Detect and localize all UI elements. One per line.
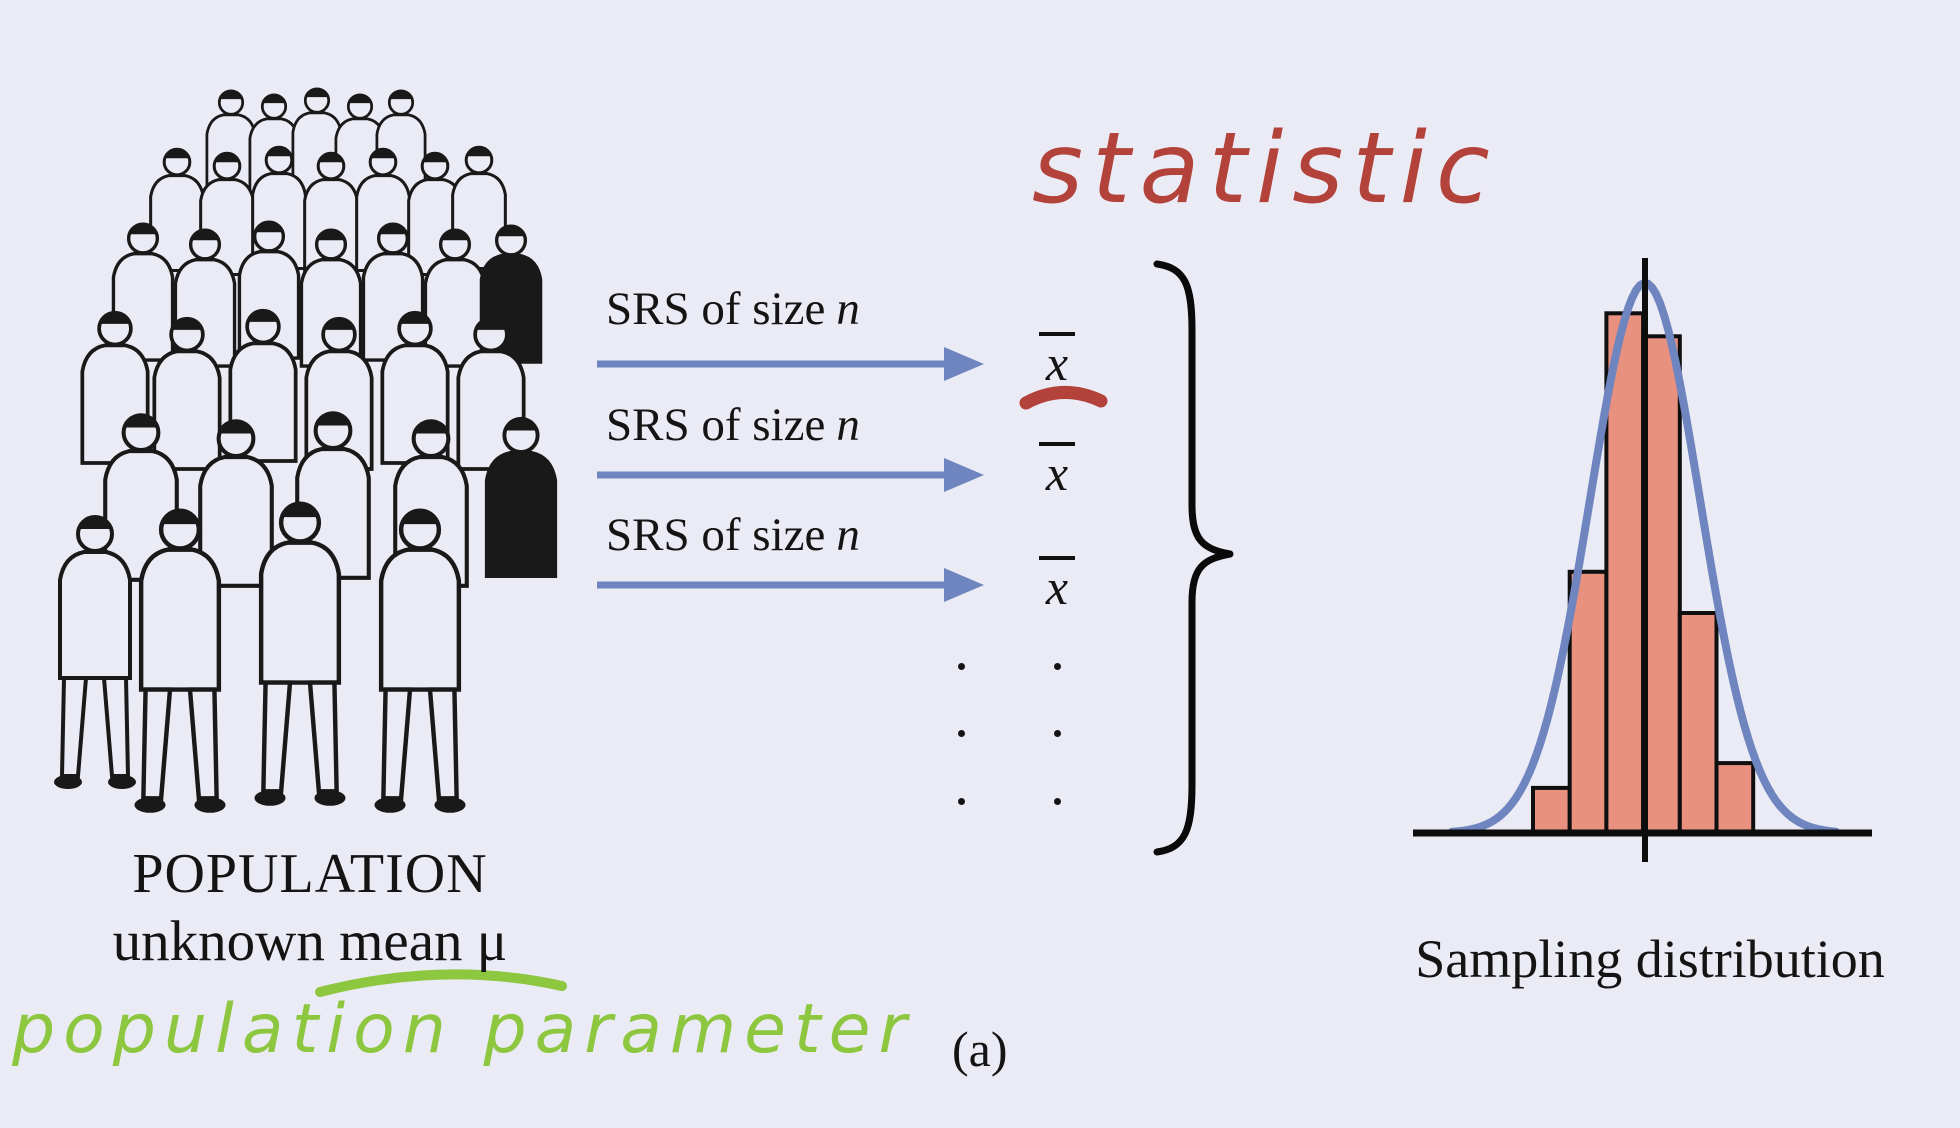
srs-arrow-1 xyxy=(597,347,984,381)
srs-n-variable: n xyxy=(836,283,860,335)
xbar-symbol: x xyxy=(1039,556,1075,612)
srs-arrow-2 xyxy=(597,458,984,492)
parameter-overline-arc xyxy=(315,969,567,997)
ellipsis-dot xyxy=(958,798,965,805)
sampling-distribution-label: Sampling distribution xyxy=(1415,929,1885,989)
ellipsis-dot xyxy=(958,663,965,670)
srs-arrow-3 xyxy=(597,568,984,602)
srs-label-1: SRS of size n xyxy=(606,286,986,333)
xbar-symbol: x xyxy=(1039,442,1075,498)
srs-label-3: SRS of size n xyxy=(606,512,986,559)
statistic-annotation: statistic xyxy=(1032,112,1499,226)
statistic-underline-arc xyxy=(1019,386,1108,410)
srs-label-text: SRS of size xyxy=(606,509,826,561)
srs-n-variable: n xyxy=(836,509,860,561)
population-parameter-annotation: population parameter xyxy=(12,990,915,1069)
histogram-bar xyxy=(1714,761,1756,835)
histogram-bar xyxy=(1677,611,1719,835)
subfigure-letter: (a) xyxy=(952,1021,1008,1077)
population-subtitle: unknown mean μ xyxy=(112,910,508,973)
ellipsis-dot xyxy=(958,730,965,737)
srs-n-variable: n xyxy=(836,399,860,451)
ellipsis-dot xyxy=(1054,730,1061,737)
grouping-brace xyxy=(1153,260,1234,856)
histogram-bar xyxy=(1567,569,1609,836)
srs-label-text: SRS of size xyxy=(606,283,826,335)
srs-label-2: SRS of size n xyxy=(606,402,986,449)
histogram-bar xyxy=(1641,334,1682,835)
population-caption: POPULATION unknown mean μ xyxy=(30,846,590,970)
xbar-symbol: x xyxy=(1039,332,1075,388)
population-title: POPULATION xyxy=(132,843,488,905)
ellipsis-dot xyxy=(1054,798,1061,805)
ellipsis-dot xyxy=(1054,663,1061,670)
srs-label-text: SRS of size xyxy=(606,399,826,451)
histogram-bar xyxy=(1531,785,1572,836)
